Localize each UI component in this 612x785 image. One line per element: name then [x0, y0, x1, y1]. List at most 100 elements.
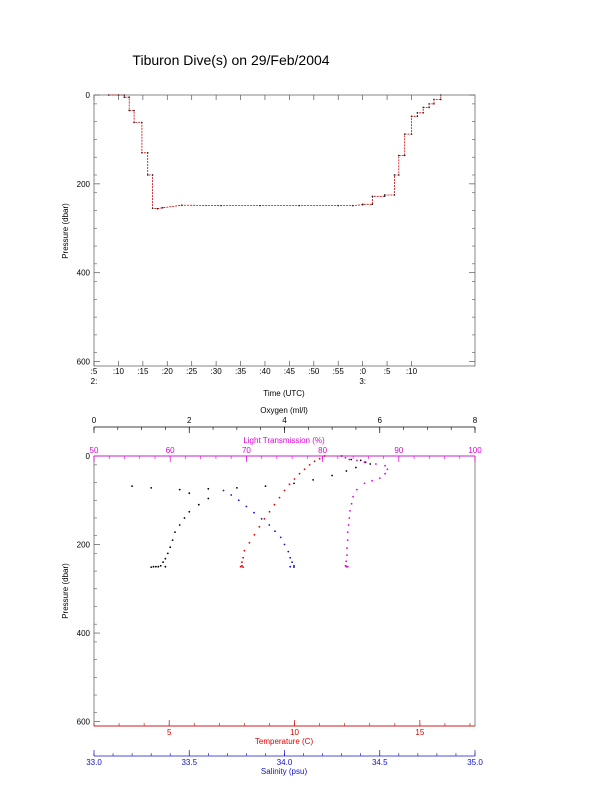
- transmission-point: [356, 488, 358, 491]
- transmission-point: [375, 463, 377, 465]
- track-point: [428, 106, 430, 109]
- salinity-point: [291, 561, 293, 564]
- top-x-axis-label: Time (UTC): [263, 389, 305, 398]
- depth-time-chart: 0 200 400 600 :5:10:15:20:25:30:35:40:45:50…: [61, 91, 476, 398]
- track-point: [403, 133, 406, 135]
- transmission-tick-label: 100: [468, 446, 482, 455]
- top-x-tick-label: :40: [259, 367, 271, 376]
- salinity-point: [287, 550, 290, 553]
- salinity-tick-label: 34.5: [372, 758, 388, 767]
- salinity-tick-label: 35.0: [467, 758, 483, 767]
- temperature-point: [241, 564, 243, 567]
- top-x-tick-label: :25: [186, 367, 198, 376]
- top-x-tick-label: :15: [137, 367, 149, 376]
- track-point: [393, 194, 396, 196]
- track-point: [128, 96, 130, 99]
- top-x-tick-label: :10: [406, 367, 418, 376]
- bottom-y-tick-label: 200: [77, 541, 91, 550]
- transmission-point: [384, 464, 386, 467]
- top-x-axis: :5:10:15:20:25:30:35:40:45:50:55:0:5:10 2…: [91, 95, 418, 386]
- salinity-tick-label: 33.5: [181, 758, 197, 767]
- transmission-axis-label: Light Transmission (%): [243, 436, 325, 445]
- oxygen-axis-label: Oxygen (ml/l): [260, 406, 308, 415]
- temperature-point: [268, 510, 271, 513]
- track-point: [123, 94, 126, 96]
- top-x-tick-label: :5: [384, 367, 391, 376]
- oxygen-point: [150, 487, 153, 489]
- bottom-y-axis: 0 200 400 600: [77, 452, 100, 727]
- top-y-axis: 0 200 400 600: [77, 91, 475, 367]
- temperature-point: [241, 561, 243, 564]
- track-point: [298, 204, 300, 207]
- top-x-tick-label: :5: [91, 367, 98, 376]
- transmission-point: [346, 531, 349, 533]
- transmission-point: [340, 455, 343, 457]
- dive-track-line: [108, 94, 442, 210]
- oxygen-point: [293, 482, 295, 485]
- transmission-point: [348, 517, 351, 519]
- oxygen-point: [188, 510, 191, 513]
- oxygen-point: [355, 466, 357, 469]
- top-x-hour-label: 3:: [359, 377, 366, 386]
- track-point: [422, 106, 425, 109]
- transmission-point: [344, 456, 347, 459]
- oxygen-point: [264, 485, 267, 487]
- track-point: [416, 115, 419, 118]
- top-x-tick-label: :45: [284, 367, 296, 376]
- top-x-tick-label: :0: [359, 367, 366, 376]
- transmission-point: [349, 510, 351, 512]
- salinity-tick-label: 33.0: [86, 758, 102, 767]
- transmission-point: [346, 539, 349, 541]
- salinity-point: [268, 524, 271, 526]
- salinity-point: [293, 566, 295, 568]
- oxygen-point: [197, 503, 200, 506]
- salinity-point: [222, 489, 225, 492]
- oxygen-point: [164, 565, 167, 568]
- oxygen-point: [166, 552, 169, 555]
- transmission-point: [347, 524, 350, 526]
- transmission-tick-label: 60: [166, 446, 175, 455]
- track-point: [141, 151, 143, 154]
- track-point: [428, 103, 430, 105]
- track-point: [337, 204, 340, 207]
- oxygen-point: [207, 487, 210, 490]
- track-point: [422, 111, 425, 114]
- oxygen-point: [159, 564, 162, 567]
- temperature-point: [258, 525, 261, 528]
- track-point: [371, 203, 374, 206]
- salinity-point: [230, 494, 233, 496]
- oxygen-point: [131, 485, 134, 487]
- track-point: [398, 154, 400, 157]
- oxygen-point: [169, 546, 172, 549]
- oxygen-point: [171, 539, 174, 541]
- track-point: [123, 96, 126, 99]
- oxygen-point: [178, 488, 181, 491]
- oxygen-point: [162, 561, 165, 564]
- track-point: [410, 115, 413, 118]
- track-point: [410, 133, 413, 135]
- oxygen-tick-label: 0: [92, 416, 97, 425]
- transmission-tick-label: 50: [90, 446, 99, 455]
- temperature-point: [313, 460, 316, 463]
- transmission-tick-label: 80: [318, 446, 327, 455]
- transmission-tick-label: 70: [242, 446, 251, 455]
- temperature-point: [242, 556, 245, 559]
- bottom-y-tick-label: 600: [77, 718, 91, 727]
- oxygen-tick-label: 4: [282, 416, 287, 425]
- track-point: [403, 154, 406, 157]
- bottom-y-tick-label: 400: [77, 629, 91, 638]
- top-y-tick-label: 200: [77, 180, 91, 189]
- top-y-axis-label: Pressure (dbar): [61, 203, 70, 259]
- transmission-axis: 50 60 70 80 90 100: [90, 446, 482, 462]
- track-point: [371, 195, 374, 198]
- transmission-point: [348, 458, 351, 461]
- transmission-tick-label: 90: [394, 446, 403, 455]
- track-point: [107, 94, 110, 96]
- track-point: [146, 151, 149, 154]
- salinity-axis: 33.0 33.5 34.0 34.5 35.0: [86, 750, 483, 767]
- transmission-point: [350, 502, 353, 505]
- track-point: [433, 98, 435, 101]
- transmission-point: [346, 565, 349, 568]
- oxygen-point: [345, 470, 348, 472]
- top-x-tick-label: :50: [308, 367, 320, 376]
